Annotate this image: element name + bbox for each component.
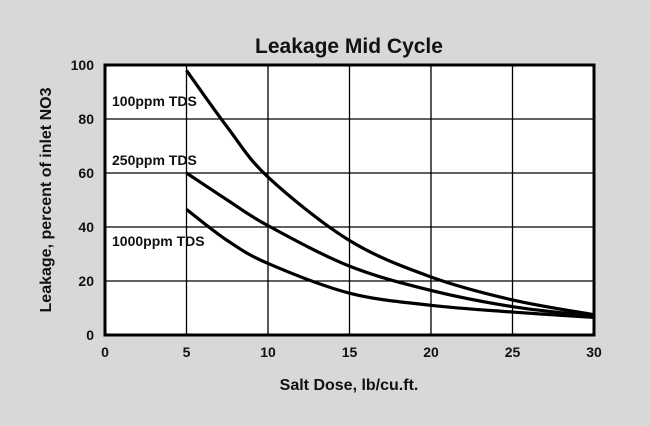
chart-title: Leakage Mid Cycle	[255, 35, 443, 58]
y-tick-labels: 0 20 40 60 80 100	[71, 57, 95, 343]
x-tick-label: 30	[586, 344, 602, 360]
y-axis-label: Leakage, percent of inlet NO3	[38, 87, 55, 312]
x-tick-label: 20	[423, 344, 439, 360]
y-tick-label: 60	[78, 165, 94, 181]
series-lines	[185, 69, 595, 320]
x-tick-label: 0	[101, 344, 109, 360]
plot-border	[103, 63, 596, 337]
y-tick-label: 40	[78, 219, 94, 235]
x-tick-label: 5	[183, 344, 191, 360]
y-tick-label: 100	[71, 57, 95, 73]
series-line-1000ppm-tds	[185, 208, 595, 320]
x-tick-label: 15	[342, 344, 358, 360]
x-tick-label: 10	[260, 344, 276, 360]
y-tick-label: 80	[78, 111, 94, 127]
series-line-100ppm-tds	[185, 69, 595, 317]
series-label-250ppm: 250ppm TDS	[112, 152, 197, 168]
series-label-1000ppm: 1000ppm TDS	[112, 233, 205, 249]
series-line-250ppm-tds	[185, 171, 595, 318]
y-tick-label: 0	[86, 327, 94, 343]
x-tick-labels: 0 5 10 15 20 25 30	[101, 344, 602, 360]
series-label-100ppm: 100ppm TDS	[112, 93, 197, 109]
x-axis-label: Salt Dose, lb/cu.ft.	[280, 377, 419, 394]
y-tick-label: 20	[78, 273, 94, 289]
x-tick-label: 25	[505, 344, 521, 360]
